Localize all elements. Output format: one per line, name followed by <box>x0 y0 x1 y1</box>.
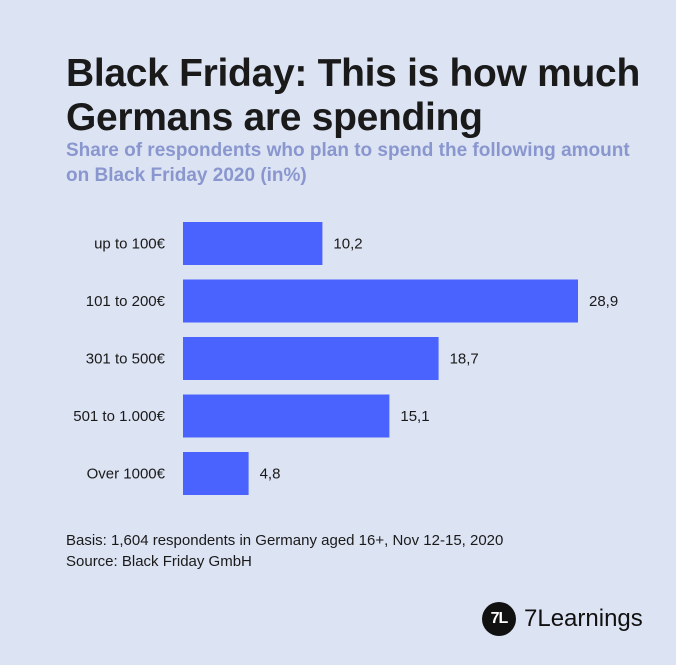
value-label: 28,9 <box>589 293 618 310</box>
bar <box>183 279 578 323</box>
value-label: 15,1 <box>400 408 429 425</box>
footnote-source: Source: Black Friday GmbH <box>66 553 252 570</box>
footnote-basis: Basis: 1,604 respondents in Germany aged… <box>66 532 504 549</box>
brand-logo: 7L 7Learnings <box>482 602 643 636</box>
category-label: 301 to 500€ <box>86 351 166 368</box>
bar <box>183 337 439 380</box>
chart-subtitle: Share of respondents who plan to spend t… <box>66 140 630 186</box>
category-label: up to 100€ <box>94 236 166 253</box>
category-label: 101 to 200€ <box>86 293 166 310</box>
category-label: Over 1000€ <box>87 466 166 483</box>
bar <box>183 452 249 495</box>
value-label: 18,7 <box>450 351 479 368</box>
value-label: 10,2 <box>333 236 362 253</box>
chart-title: Black Friday: This is how much Germans a… <box>66 52 640 139</box>
footnote: Basis: 1,604 respondents in Germany aged… <box>66 530 503 572</box>
brand-mark-icon: 7L <box>482 602 516 636</box>
value-label: 4,8 <box>260 466 281 483</box>
category-label: 501 to 1.000€ <box>73 408 165 425</box>
bar-chart: up to 100€ 10,2 101 to 200€ 28,9 301 to 500€… <box>73 222 618 495</box>
bar <box>183 394 390 438</box>
brand-name: 7Learnings <box>524 605 643 632</box>
bar <box>183 222 323 265</box>
